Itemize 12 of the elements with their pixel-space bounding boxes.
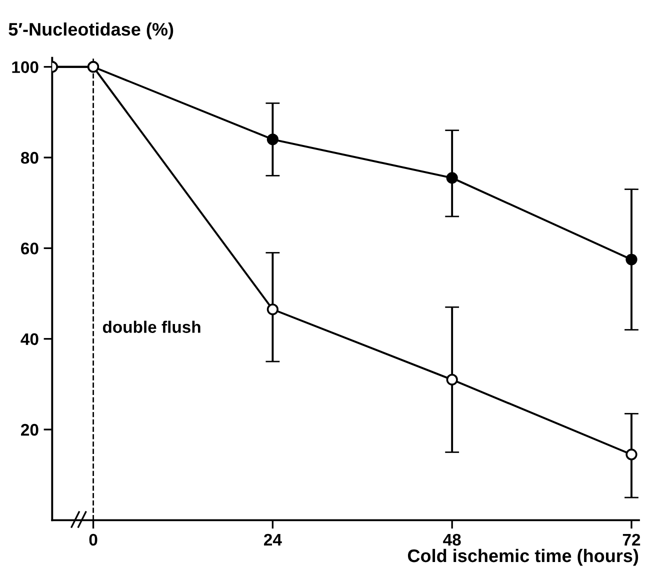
x-tick-label: 48 (443, 534, 461, 546)
y-axis-title: 5′-Nucleotidase (%) (8, 22, 174, 40)
y-tick-label: 60 (21, 242, 38, 254)
y-tick-label: 80 (20, 152, 38, 164)
ref-line-label: double flush (102, 320, 200, 333)
x-tick-label: 72 (622, 534, 640, 546)
x-axis-title: Cold ischemic time (hours) (408, 548, 638, 566)
x-tick-label: 24 (264, 534, 282, 546)
y-tick-label: 40 (20, 333, 38, 346)
x-tick-label: 0 (89, 534, 98, 546)
y-tick-label: 100 (12, 61, 38, 74)
y-tick-label: 20 (21, 424, 38, 436)
